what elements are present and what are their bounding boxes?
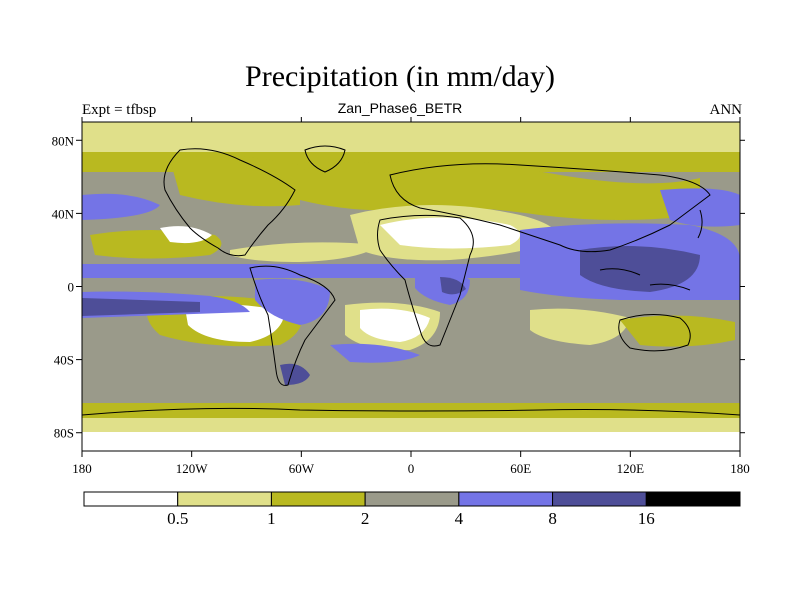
australia-coast bbox=[618, 314, 691, 352]
arctic-light-band bbox=[82, 122, 740, 152]
se-pacific-dry-core bbox=[185, 304, 285, 342]
coastlines bbox=[82, 145, 740, 416]
lon-tick-label: 60W bbox=[289, 461, 315, 476]
colorbar-label: 16 bbox=[638, 509, 655, 528]
lon-tick-label: 60E bbox=[510, 461, 531, 476]
north-america-olive bbox=[170, 156, 300, 207]
colorbar-label: 4 bbox=[455, 509, 464, 528]
lat-tick-label: 40S bbox=[54, 353, 74, 368]
s-atlantic-dry-core bbox=[360, 308, 430, 342]
s-indian-light bbox=[530, 308, 630, 345]
colorbar-label: 1 bbox=[267, 509, 276, 528]
greenland-coast bbox=[304, 145, 346, 173]
lon-tick-label: 120W bbox=[176, 461, 209, 476]
lat-tick-label: 80S bbox=[54, 426, 74, 441]
colorbar-label: 0.5 bbox=[167, 509, 188, 528]
colorbar-swatch bbox=[270, 491, 366, 507]
colorbar-swatch bbox=[458, 491, 554, 507]
warm-pool-dark bbox=[580, 246, 700, 292]
lon-tick-label: 180 bbox=[72, 461, 92, 476]
colorbar-swatch bbox=[83, 491, 179, 507]
plot-title: Precipitation (in mm/day) bbox=[245, 60, 555, 93]
lat-tick-label: 80N bbox=[52, 133, 75, 148]
season-label: ANN bbox=[709, 102, 743, 118]
lon-tick-label: 120E bbox=[617, 461, 645, 476]
eurasia-coast bbox=[389, 163, 711, 253]
africa-coast bbox=[377, 214, 474, 347]
island-coasts bbox=[599, 209, 703, 291]
south-atlantic-storm bbox=[330, 343, 420, 363]
precipitation-field bbox=[82, 122, 740, 451]
antarctic-dry-core bbox=[82, 432, 740, 451]
north-pacific-storm bbox=[82, 193, 160, 220]
colorbar-swatch bbox=[364, 491, 460, 507]
lon-tick-label: 180 bbox=[730, 461, 750, 476]
north-america-coast bbox=[163, 148, 296, 257]
eurasia-olive bbox=[300, 161, 700, 220]
congo-dark bbox=[440, 277, 466, 295]
antarctica-coast bbox=[82, 407, 740, 416]
n-atlantic-light bbox=[230, 242, 380, 262]
colorbar-swatch bbox=[177, 491, 272, 507]
ne-pacific-dry-core bbox=[160, 226, 212, 244]
lat-tick-label: 40N bbox=[52, 206, 75, 221]
experiment-label: Expt = tfbsp bbox=[82, 102, 157, 118]
colorbar-label: 2 bbox=[361, 509, 370, 528]
colorbar-label: 8 bbox=[548, 509, 557, 528]
chile-storm bbox=[280, 363, 310, 385]
australia-olive bbox=[620, 315, 735, 347]
longitude-axis: 180 120W 60W 0 60E 120E 180 bbox=[72, 117, 750, 476]
amazon-blue bbox=[255, 278, 330, 325]
colorbar-swatch bbox=[645, 491, 741, 507]
sahara-dry-core bbox=[380, 217, 520, 249]
spcz-dark bbox=[82, 298, 200, 316]
latitude-axis: 80N 40N 0 40S 80S bbox=[52, 133, 745, 441]
colorbar-swatch bbox=[552, 491, 647, 507]
lat-tick-label: 0 bbox=[68, 280, 75, 295]
south-america-coast bbox=[249, 265, 336, 386]
lon-tick-label: 0 bbox=[408, 461, 415, 476]
colorbar: 0.5 1 2 4 8 16 bbox=[83, 491, 741, 528]
plot-subtitle: Zan_Phase6_BETR bbox=[337, 100, 463, 116]
